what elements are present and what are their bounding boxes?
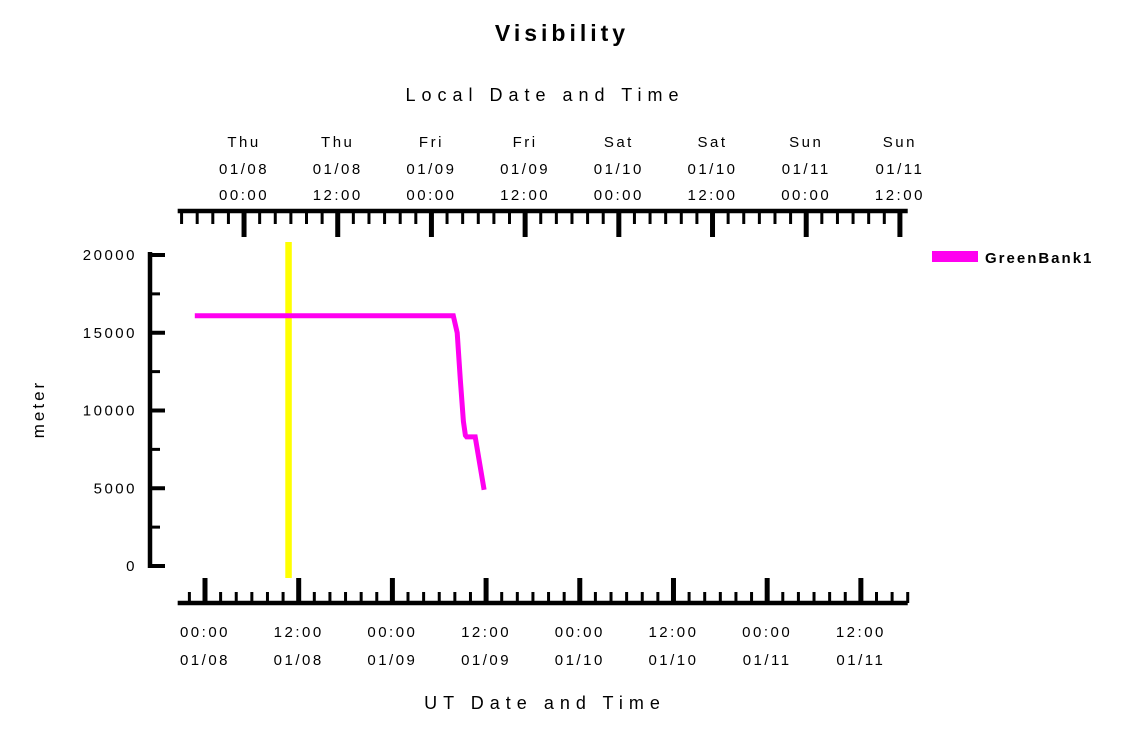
y-tick-label: 15000 — [83, 325, 137, 342]
y-tick-label: 10000 — [83, 403, 137, 420]
top-tick-time-label: 00:00 — [406, 187, 456, 204]
legend-swatch — [932, 251, 978, 262]
top-tick-time-label: 00:00 — [781, 187, 831, 204]
top-tick-time-label: 12:00 — [500, 187, 550, 204]
top-tick-time-label: 00:00 — [219, 187, 269, 204]
bottom-tick-time-label: 12:00 — [461, 624, 511, 641]
top-tick-date-label: 01/10 — [687, 161, 737, 178]
bottom-tick-date-label: 01/11 — [743, 652, 792, 669]
top-tick-day-label: Sat — [698, 134, 728, 151]
top-tick-time-label: 12:00 — [687, 187, 737, 204]
bottom-tick-time-label: 12:00 — [274, 624, 324, 641]
bottom-tick-time-label: 00:00 — [180, 624, 230, 641]
top-tick-time-label: 12:00 — [313, 187, 363, 204]
legend-label: GreenBank1 — [985, 250, 1093, 267]
bottom-tick-date-label: 01/10 — [555, 652, 605, 669]
top-tick-day-label: Sat — [604, 134, 634, 151]
bottom-axis-title: UT Date and Time — [424, 693, 666, 713]
bottom-tick-date-label: 01/10 — [648, 652, 698, 669]
y-tick-label: 20000 — [83, 247, 137, 264]
bottom-tick-date-label: 01/11 — [836, 652, 885, 669]
top-tick-date-label: 01/09 — [406, 161, 456, 178]
bottom-tick-date-label: 01/09 — [461, 652, 511, 669]
top-tick-time-label: 00:00 — [594, 187, 644, 204]
bottom-tick-date-label: 01/09 — [367, 652, 417, 669]
top-tick-date-label: 01/08 — [219, 161, 269, 178]
y-tick-label: 5000 — [94, 480, 137, 497]
bottom-tick-time-label: 00:00 — [742, 624, 792, 641]
top-tick-day-label: Thu — [227, 134, 260, 151]
top-tick-day-label: Fri — [513, 134, 538, 151]
bottom-tick-time-label: 12:00 — [648, 624, 698, 641]
top-tick-date-label: 01/11 — [875, 161, 924, 178]
bottom-tick-date-label: 01/08 — [180, 652, 230, 669]
top-tick-date-label: 01/11 — [782, 161, 831, 178]
bottom-tick-time-label: 00:00 — [555, 624, 605, 641]
top-tick-day-label: Sun — [883, 134, 917, 151]
top-tick-day-label: Fri — [419, 134, 444, 151]
top-tick-date-label: 01/09 — [500, 161, 550, 178]
y-tick-label: 0 — [126, 558, 137, 575]
chart-title: Visibility — [495, 20, 629, 46]
top-axis-title: Local Date and Time — [405, 85, 684, 105]
top-tick-date-label: 01/08 — [313, 161, 363, 178]
top-tick-day-label: Thu — [321, 134, 354, 151]
top-tick-day-label: Sun — [789, 134, 823, 151]
plot-area: Thu 01/08 00:00 Thu 01/08 12:00 Fri 01/09 00:00 F… — [83, 134, 925, 669]
bottom-tick-date-label: 01/08 — [274, 652, 324, 669]
y-axis-title: meter — [29, 380, 48, 438]
bottom-tick-time-label: 00:00 — [367, 624, 417, 641]
top-tick-time-label: 12:00 — [875, 187, 925, 204]
top-tick-date-label: 01/10 — [594, 161, 644, 178]
series-line-GreenBank1 — [194, 313, 487, 491]
bottom-tick-time-label: 12:00 — [836, 624, 886, 641]
